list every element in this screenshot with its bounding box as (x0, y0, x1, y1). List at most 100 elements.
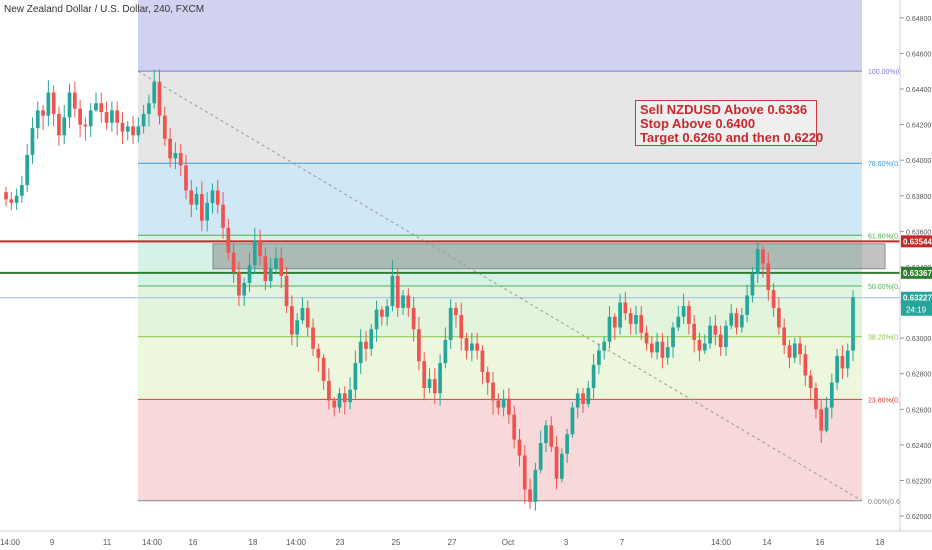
fib-level-label: 38.20%(0.63 (868, 335, 908, 342)
x-tick-label: 14 (763, 538, 772, 547)
trade-annotation[interactable]: Sell NZDUSD Above 0.6336 Stop Above 0.64… (635, 100, 823, 146)
fib-level-label: 0.00%(0.620 (868, 499, 908, 506)
candle-body (157, 81, 162, 116)
candle-body (602, 341, 607, 351)
candle-body (798, 343, 802, 355)
candle-body (496, 400, 501, 408)
candle-body (263, 256, 268, 282)
candle-body (358, 341, 363, 364)
candle-body (803, 354, 808, 376)
x-tick-label: 18 (249, 538, 258, 547)
candle-body (9, 199, 14, 203)
candle-body (702, 343, 707, 351)
candle-body (565, 434, 569, 454)
candle-body (141, 113, 146, 127)
candle-body (475, 343, 479, 351)
candle-body (147, 103, 151, 114)
y-tick-label: 0.64000 (906, 158, 931, 165)
candle-body (226, 227, 231, 253)
candle-body (337, 393, 342, 408)
candle-body (808, 375, 813, 388)
candle-body (491, 382, 495, 401)
candle-body (168, 138, 172, 159)
candle-body (210, 190, 215, 203)
fib-zone (138, 399, 862, 501)
candle-body (62, 117, 67, 136)
candle-body (586, 387, 591, 404)
candle-body (480, 350, 485, 372)
candle-body (729, 313, 734, 326)
y-tick-label: 0.62800 (906, 372, 931, 379)
candle-body (835, 355, 839, 383)
annotation-line: Stop Above 0.6400 (640, 116, 756, 131)
candle-body (581, 393, 585, 404)
candle-body (72, 92, 77, 109)
candle-body (25, 154, 30, 186)
candle-body (448, 307, 453, 340)
candle-body (136, 126, 141, 136)
candle-body (575, 393, 580, 408)
candle-body (777, 307, 781, 328)
candle-body (840, 355, 845, 369)
y-tick-label: 0.64200 (906, 123, 931, 130)
candle-body (618, 302, 622, 328)
countdown-label: 24:19 (906, 306, 927, 315)
candle-body (332, 400, 337, 408)
candle-body (374, 309, 379, 330)
candle-body (369, 329, 374, 349)
candle-body (676, 316, 681, 328)
candle-body (507, 398, 511, 415)
candle-body (205, 202, 210, 221)
candle-body (380, 309, 384, 317)
candle-body (401, 295, 405, 308)
candle-body (814, 387, 818, 410)
x-tick-label: 25 (392, 538, 401, 547)
candle-body (194, 193, 199, 205)
candle-body (697, 339, 702, 351)
candle-body (628, 313, 633, 324)
candle-body (51, 92, 56, 114)
x-tick-label: 11 (103, 538, 112, 547)
candle-body (284, 275, 289, 307)
candle-body (544, 425, 548, 444)
candle-body (607, 316, 612, 342)
candle-body (290, 306, 294, 335)
candle-body (634, 315, 638, 324)
candle-body (639, 315, 644, 333)
candle-body (851, 297, 855, 351)
x-tick-label: 16 (189, 538, 198, 547)
symbol-title: New Zealand Dollar / U.S. Dollar, 240, F… (4, 4, 205, 15)
candle-body (342, 393, 347, 403)
candle-body (125, 126, 130, 132)
candle-body (724, 325, 728, 348)
y-tick-label: 0.62200 (906, 479, 931, 486)
candle-body (99, 103, 104, 113)
candle-body (708, 325, 712, 344)
x-tick-label: 9 (50, 538, 55, 547)
candle-body (178, 153, 183, 166)
fib-level-label: 23.60%(0.62 (868, 397, 908, 404)
candle-body (189, 190, 194, 205)
candle-body (501, 398, 506, 408)
fib-zone (138, 0, 862, 72)
candle-body (46, 92, 51, 116)
candle-body (247, 265, 252, 283)
price-label: 0.63367 (903, 269, 932, 278)
price-label-box (901, 266, 932, 279)
candle-body (348, 389, 352, 403)
candle-body (88, 110, 93, 127)
candle-body (559, 453, 564, 479)
candle-body (215, 190, 220, 205)
candle-body (67, 92, 72, 118)
candle-body (417, 329, 421, 362)
x-tick-label: 7 (620, 538, 625, 547)
candle-body (597, 350, 601, 365)
candle-body (469, 343, 474, 351)
fib-zone (138, 163, 862, 236)
x-tick-label: 23 (336, 538, 345, 547)
candle-body (173, 153, 178, 159)
candle-body (718, 334, 723, 348)
candle-body (845, 350, 850, 369)
